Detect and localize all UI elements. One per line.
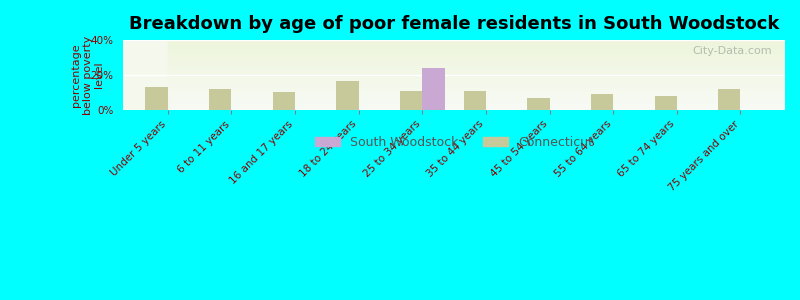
Bar xyxy=(168,76,800,77)
Bar xyxy=(463,91,486,110)
Bar xyxy=(654,96,677,110)
Bar xyxy=(168,96,800,97)
Bar xyxy=(168,48,800,49)
Bar xyxy=(168,53,800,54)
Bar xyxy=(146,87,168,110)
Bar xyxy=(168,94,800,95)
Bar xyxy=(168,80,800,81)
Bar xyxy=(168,51,800,52)
Y-axis label: percentage
below poverty
level: percentage below poverty level xyxy=(71,35,104,115)
Bar xyxy=(168,81,800,82)
Bar xyxy=(168,103,800,104)
Bar xyxy=(168,63,800,64)
Bar xyxy=(168,54,800,55)
Bar xyxy=(168,79,800,80)
Bar xyxy=(168,56,800,57)
Bar xyxy=(168,78,800,79)
Bar xyxy=(168,69,800,70)
Bar xyxy=(168,98,800,99)
Bar xyxy=(168,99,800,100)
Bar xyxy=(168,109,800,110)
Bar xyxy=(168,87,800,88)
Bar xyxy=(168,70,800,71)
Bar xyxy=(168,59,800,60)
Bar xyxy=(168,66,800,67)
Bar xyxy=(168,71,800,72)
Bar xyxy=(168,88,800,89)
Bar xyxy=(168,58,800,59)
Bar xyxy=(168,101,800,102)
Bar xyxy=(168,47,800,48)
Bar xyxy=(168,44,800,45)
Bar xyxy=(168,95,800,96)
Bar xyxy=(168,104,800,105)
Bar xyxy=(168,65,800,66)
Bar xyxy=(168,107,800,108)
Bar xyxy=(168,82,800,83)
Bar xyxy=(168,55,800,56)
Bar xyxy=(168,92,800,93)
Bar xyxy=(168,45,800,46)
Bar xyxy=(168,49,800,50)
Bar xyxy=(718,89,741,110)
Bar xyxy=(168,60,800,61)
Bar xyxy=(209,89,231,110)
Bar xyxy=(168,62,800,63)
Bar xyxy=(168,61,800,62)
Bar xyxy=(168,42,800,43)
Bar xyxy=(168,85,800,86)
Bar xyxy=(400,91,422,110)
Bar xyxy=(273,92,295,110)
Bar xyxy=(168,89,800,90)
Bar xyxy=(168,64,800,65)
Bar xyxy=(168,102,800,103)
Bar xyxy=(168,77,800,78)
Bar xyxy=(168,41,800,42)
Bar xyxy=(527,98,550,110)
Bar xyxy=(168,74,800,75)
Bar xyxy=(168,43,800,44)
Bar xyxy=(168,68,800,69)
Bar xyxy=(168,67,800,68)
Legend: South Woodstock, Connecticut: South Woodstock, Connecticut xyxy=(310,131,598,154)
Bar xyxy=(168,105,800,106)
Bar xyxy=(168,72,800,73)
Bar xyxy=(168,84,800,85)
Bar xyxy=(168,91,800,92)
Bar xyxy=(168,50,800,51)
Bar xyxy=(168,46,800,47)
Bar xyxy=(168,86,800,87)
Bar xyxy=(168,83,800,84)
Bar xyxy=(168,93,800,94)
Bar xyxy=(168,75,800,76)
Bar xyxy=(422,68,445,110)
Bar xyxy=(168,106,800,107)
Bar xyxy=(168,57,800,58)
Bar xyxy=(168,90,800,91)
Text: City-Data.com: City-Data.com xyxy=(692,46,772,56)
Bar xyxy=(591,94,613,110)
Bar xyxy=(168,52,800,53)
Bar xyxy=(168,97,800,98)
Bar xyxy=(168,108,800,109)
Bar xyxy=(336,81,358,110)
Title: Breakdown by age of poor female residents in South Woodstock: Breakdown by age of poor female resident… xyxy=(129,15,779,33)
Bar xyxy=(168,40,800,41)
Bar xyxy=(168,100,800,101)
